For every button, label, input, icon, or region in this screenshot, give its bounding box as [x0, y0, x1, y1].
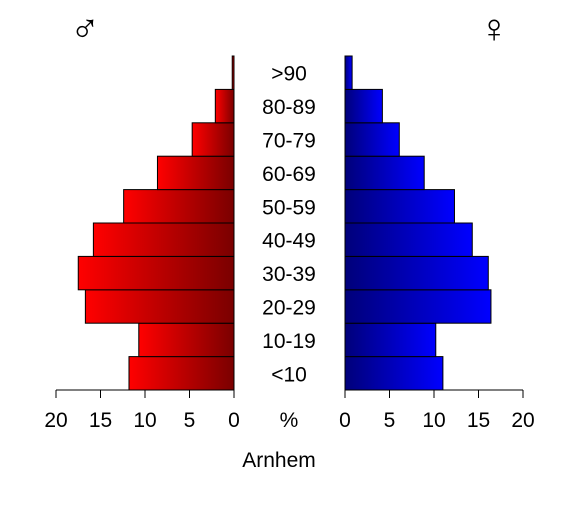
female-bar [344, 189, 455, 224]
male-bar [128, 356, 235, 391]
male-bar [191, 122, 235, 157]
male-axis-tick-label: 10 [133, 409, 156, 432]
male-bar [138, 322, 235, 358]
female-bar [344, 55, 353, 90]
female-bar [344, 289, 492, 324]
male-axis-tick-label: 15 [89, 409, 112, 432]
age-group-label: 30-39 [262, 263, 316, 286]
male-axis-tick-label: 0 [228, 409, 240, 432]
age-group-label: 60-69 [262, 163, 316, 186]
male-symbol: ♂ [70, 7, 100, 51]
female-axis-tick-label: 10 [422, 409, 445, 432]
female-axis-tick-label: 5 [384, 409, 396, 432]
age-group-label: <10 [271, 363, 307, 386]
age-group-label: 70-79 [262, 130, 316, 153]
male-axis-tick-label: 5 [184, 409, 196, 432]
female-bar [344, 322, 437, 358]
male-bars [77, 55, 235, 391]
chart-title: Arnhem [242, 449, 316, 472]
age-group-label: 50-59 [262, 196, 316, 219]
female-symbol: ♀ [479, 7, 509, 51]
age-group-label: 40-49 [262, 230, 316, 253]
female-bar [344, 155, 425, 191]
male-bar [214, 88, 235, 124]
female-bars [344, 55, 492, 391]
male-bar [231, 55, 235, 90]
female-axis-tick-label: 20 [511, 409, 534, 432]
female-bar [344, 222, 473, 257]
female-bar [344, 88, 383, 124]
male-bar [77, 255, 235, 291]
female-bar [344, 356, 444, 391]
axes: 0 0 5 5 10 10 15 15 20 20 [44, 389, 535, 432]
male-bar [123, 189, 235, 224]
male-bar [156, 155, 235, 191]
center-percent-label: % [280, 409, 299, 432]
age-group-label: 80-89 [262, 96, 316, 119]
female-bar [344, 122, 400, 157]
male-bar [84, 289, 235, 324]
age-group-label: 20-29 [262, 297, 316, 320]
male-bar [92, 222, 235, 257]
male-axis-tick-label: 20 [44, 409, 67, 432]
age-labels: <10 10-19 20-29 30-39 40-49 50-59 60-69 70-79 80… [262, 63, 316, 387]
female-axis-tick-label: 15 [467, 409, 490, 432]
age-group-label: >90 [271, 63, 307, 86]
female-axis-tick-label: 0 [339, 409, 351, 432]
female-bar [344, 255, 489, 291]
age-group-label: 10-19 [262, 330, 316, 353]
